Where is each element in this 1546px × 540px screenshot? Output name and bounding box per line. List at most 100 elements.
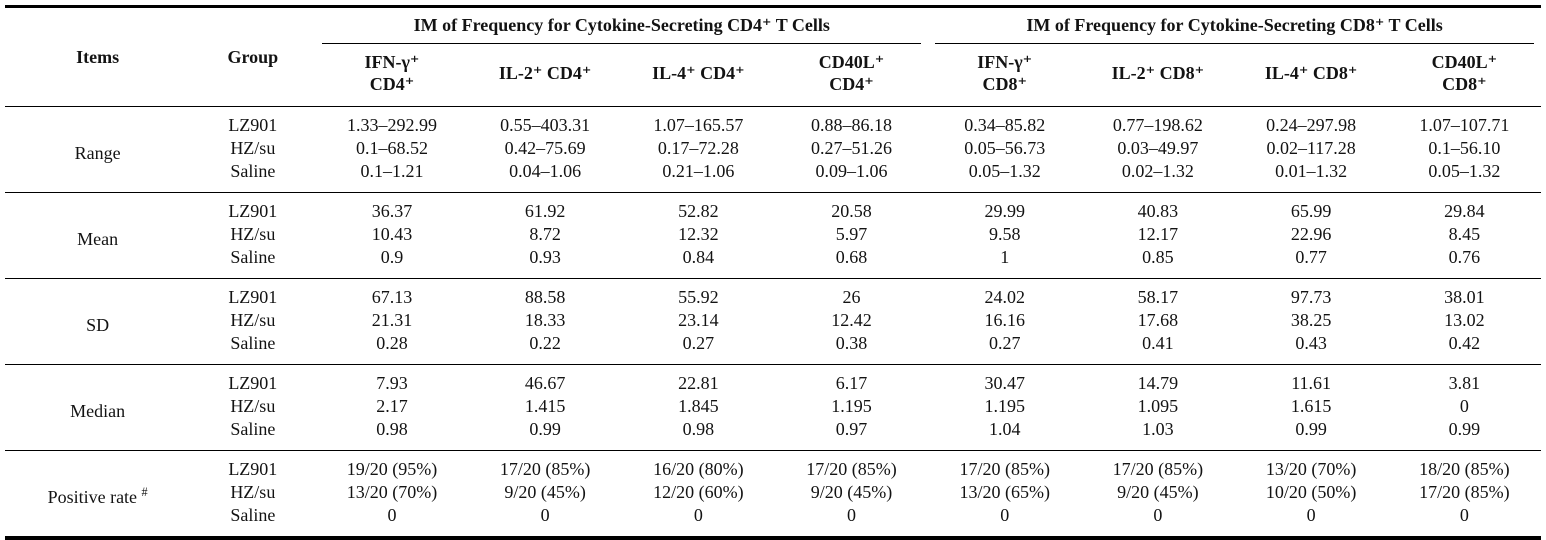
group-label: HZ/su: [230, 310, 276, 330]
item-cell: SD: [5, 279, 190, 365]
value-cell: 8.72: [529, 224, 561, 244]
value-cell: 0.93: [529, 247, 561, 267]
group-label: LZ901: [228, 373, 278, 393]
group-label: HZ/su: [230, 138, 276, 158]
group-label: HZ/su: [230, 396, 276, 416]
value-cell: 0.85: [1142, 247, 1174, 267]
value-cell: 0.1–68.52: [355, 138, 428, 158]
value-cell: 1.03: [1142, 419, 1174, 439]
item-cell: Mean: [5, 193, 190, 279]
value-cell: 0.27–51.26: [811, 138, 893, 158]
value-cell: 0.21–1.06: [662, 161, 735, 181]
value-cell: 0.02–117.28: [1266, 138, 1356, 158]
value-cell: 10/20 (50%): [1265, 482, 1357, 502]
header-columns-row: IFN-γ⁺ CD4⁺ IL-2⁺ CD4⁺ IL-4⁺ CD4⁺ CD40L⁺…: [5, 44, 1541, 107]
value-cell: 19/20 (95%): [346, 459, 438, 479]
value-cell: 0.42: [1448, 333, 1481, 353]
value-cell: 0.88–86.18: [811, 115, 893, 135]
header-col-ifng-cd4: IFN-γ⁺ CD4⁺: [364, 52, 420, 94]
header-col-cd40l-cd8: CD40L⁺ CD8⁺: [1431, 52, 1498, 94]
header-span-cd8: IM of Frequency for Cytokine-Secreting C…: [928, 7, 1541, 44]
value-cell: 0.34–85.82: [964, 115, 1046, 135]
value-cell: 17/20 (85%): [1112, 459, 1204, 479]
table-row: Range LZ901 1.33–292.99 0.55–403.31 1.07–16…: [5, 107, 1541, 163]
value-cell: 0.98: [376, 419, 408, 439]
item-label: Positive rate: [47, 486, 138, 507]
value-cell: 0: [693, 505, 703, 525]
value-cell: 1: [1000, 247, 1010, 267]
value-cell: 1.195: [984, 396, 1025, 416]
value-cell: 0.9: [380, 247, 404, 267]
value-cell: 0: [1306, 505, 1316, 525]
value-cell: 0.09–1.06: [815, 161, 888, 181]
value-cell: 18/20 (85%): [1419, 459, 1510, 479]
value-cell: 97.73: [1290, 287, 1332, 307]
value-cell: 88.58: [524, 287, 566, 307]
value-cell: 0.41: [1142, 333, 1174, 353]
value-cell: 16.16: [984, 310, 1025, 330]
header-group: Group: [227, 47, 279, 67]
value-cell: 0.98: [682, 419, 715, 439]
section-positive-rate: Positive rate # LZ901 19/20 (95%) 17/20 (85…: [5, 450, 1541, 539]
value-cell: 55.92: [678, 287, 719, 307]
table-header: Items Group IM of Frequency for Cytokine…: [5, 7, 1541, 107]
value-cell: 9.58: [988, 224, 1021, 244]
value-cell: 26: [842, 287, 861, 307]
value-cell: 0.04–1.06: [509, 161, 582, 181]
value-cell: 0.05–56.73: [964, 138, 1046, 158]
value-cell: 9/20 (45%): [1117, 482, 1199, 502]
value-cell: 11.61: [1291, 373, 1332, 393]
section-range: Range LZ901 1.33–292.99 0.55–403.31 1.07–16…: [5, 106, 1541, 193]
value-cell: 0: [387, 505, 397, 525]
table-row: Saline 0.1–1.21 0.04–1.06 0.21–1.06 0.09–1.0…: [5, 160, 1541, 193]
value-cell: 0.77–198.62: [1112, 115, 1203, 135]
value-cell: 2.17: [376, 396, 408, 416]
group-label: Saline: [230, 333, 276, 353]
value-cell: 16/20 (80%): [653, 459, 744, 479]
value-cell: 5.97: [835, 224, 868, 244]
section-mean: Mean LZ901 36.37 61.92 52.82 20.58 29.99 40.83…: [5, 192, 1541, 279]
value-cell: 13/20 (70%): [346, 482, 438, 502]
table-row: SD LZ901 67.13 88.58 55.92 26 24.02 58.17 97.73…: [5, 279, 1541, 335]
value-cell: 0.27: [682, 333, 715, 353]
table-row: Saline 0.98 0.99 0.98 0.97 1.04 1.03 0.99 0.99: [5, 418, 1541, 451]
value-cell: 0.1–56.10: [1428, 138, 1501, 158]
value-cell: 46.67: [524, 373, 566, 393]
value-cell: 17/20 (85%): [1419, 482, 1510, 502]
value-cell: 0.99: [1295, 419, 1327, 439]
value-cell: 1.33–292.99: [346, 115, 437, 135]
value-cell: 0.38: [835, 333, 868, 353]
item-label: Range: [74, 142, 121, 163]
value-cell: 0.84: [682, 247, 715, 267]
group-label: HZ/su: [230, 224, 276, 244]
value-cell: 58.17: [1137, 287, 1179, 307]
cytokine-frequency-table: Items Group IM of Frequency for Cytokine…: [5, 5, 1541, 540]
table-row: Saline 0.28 0.22 0.27 0.38 0.27 0.41 0.43 0.42: [5, 332, 1541, 365]
value-cell: 21.31: [371, 310, 413, 330]
group-label: LZ901: [228, 115, 278, 135]
value-cell: 0.17–72.28: [657, 138, 739, 158]
value-cell: 14.79: [1137, 373, 1179, 393]
value-cell: 0.99: [1448, 419, 1481, 439]
table-row: Saline 0.9 0.93 0.84 0.68 1 0.85 0.77 0.76: [5, 246, 1541, 279]
value-cell: 17.68: [1137, 310, 1179, 330]
value-cell: 0.01–1.32: [1275, 161, 1348, 181]
item-cell: Range: [5, 107, 190, 193]
value-cell: 10.43: [371, 224, 413, 244]
value-cell: 0.03–49.97: [1117, 138, 1199, 158]
header-items: Items: [76, 47, 120, 67]
span-cd8-label: IM of Frequency for Cytokine-Secreting C…: [935, 13, 1534, 44]
value-cell: 17/20 (85%): [959, 459, 1050, 479]
header-col-il4-cd8: IL-4⁺ CD8⁺: [1264, 63, 1358, 83]
value-cell: 13.02: [1444, 310, 1485, 330]
header-span-row: Items Group IM of Frequency for Cytokine…: [5, 7, 1541, 67]
group-label: LZ901: [228, 201, 278, 221]
value-cell: 0.97: [835, 419, 868, 439]
header-col-il4-cd4: IL-4⁺ CD4⁺: [652, 63, 745, 83]
value-cell: 1.04: [988, 419, 1021, 439]
value-cell: 1.415: [524, 396, 566, 416]
group-label: Saline: [230, 419, 276, 439]
value-cell: 12.42: [831, 310, 872, 330]
value-cell: 8.45: [1448, 224, 1481, 244]
value-cell: 1.07–107.71: [1419, 115, 1510, 135]
